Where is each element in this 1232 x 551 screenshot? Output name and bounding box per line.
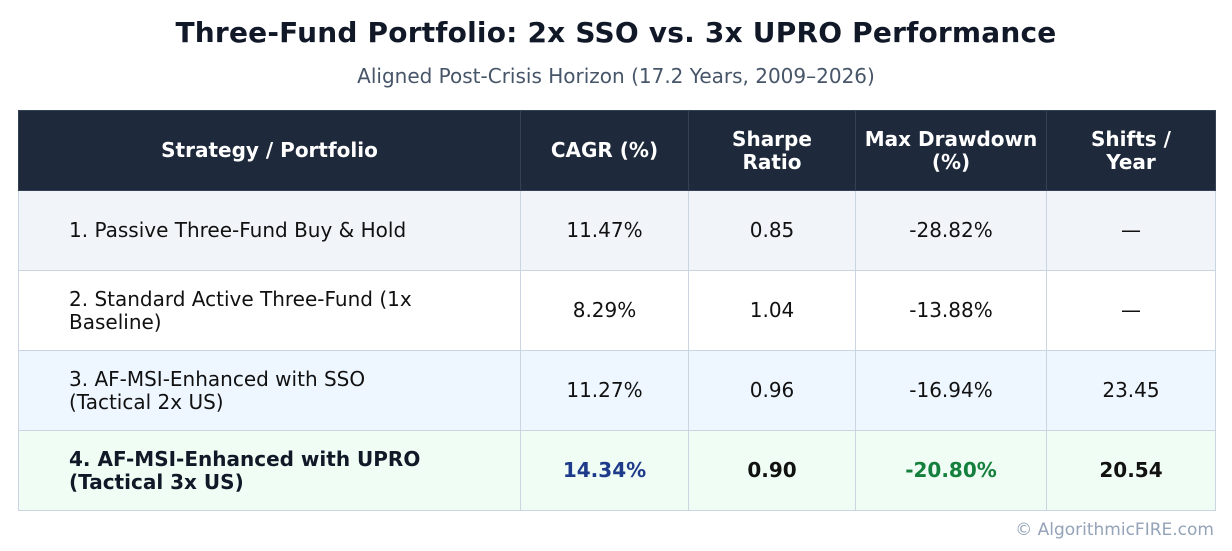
cagr-cell: 8.29%	[520, 270, 689, 351]
max-drawdown-cell: -28.82%	[855, 190, 1047, 271]
table-row: 3. AF-MSI-Enhanced with SSO (Tactical 2x …	[18, 350, 1216, 431]
max-drawdown-cell: -13.88%	[855, 270, 1047, 351]
table-row: 2. Standard Active Three-Fund (1x Baselin…	[18, 270, 1216, 351]
column-header-strategy: Strategy / Portfolio	[18, 110, 521, 191]
strategy-cell: 1. Passive Three-Fund Buy & Hold	[18, 190, 521, 271]
sharpe-cell: 0.85	[688, 190, 856, 271]
shifts-per-year-cell: —	[1046, 270, 1216, 351]
column-header-cagr: CAGR (%)	[520, 110, 689, 191]
cagr-cell: 14.34%	[520, 430, 689, 511]
strategy-cell: 2. Standard Active Three-Fund (1x Baselin…	[18, 270, 521, 351]
strategy-cell: 3. AF-MSI-Enhanced with SSO (Tactical 2x …	[18, 350, 521, 431]
max-drawdown-cell: -16.94%	[855, 350, 1047, 431]
sharpe-cell: 0.90	[688, 430, 856, 511]
column-header-shifts-per-year: Shifts / Year	[1046, 110, 1216, 191]
table-row: 1. Passive Three-Fund Buy & Hold 11.47% …	[18, 190, 1216, 271]
performance-table: Strategy / Portfolio CAGR (%) Sharpe Rati…	[18, 110, 1216, 511]
strategy-cell: 4. AF-MSI-Enhanced with UPRO (Tactical 3x…	[18, 430, 521, 511]
cagr-cell: 11.27%	[520, 350, 689, 431]
sharpe-cell: 0.96	[688, 350, 856, 431]
sharpe-cell: 1.04	[688, 270, 856, 351]
max-drawdown-cell: -20.80%	[855, 430, 1047, 511]
page-title: Three-Fund Portfolio: 2x SSO vs. 3x UPRO…	[175, 16, 1057, 49]
table-header-row: Strategy / Portfolio CAGR (%) Sharpe Rati…	[18, 110, 1216, 191]
shifts-per-year-cell: —	[1046, 190, 1216, 271]
table-row-highlighted: 4. AF-MSI-Enhanced with UPRO (Tactical 3x…	[18, 430, 1216, 511]
copyright-footer: © AlgorithmicFIRE.com	[1015, 520, 1214, 540]
shifts-per-year-cell: 20.54	[1046, 430, 1216, 511]
page-subtitle: Aligned Post-Crisis Horizon (17.2 Years,…	[357, 64, 875, 88]
column-header-max-drawdown: Max Drawdown (%)	[855, 110, 1047, 191]
shifts-per-year-cell: 23.45	[1046, 350, 1216, 431]
column-header-sharpe: Sharpe Ratio	[688, 110, 856, 191]
cagr-cell: 11.47%	[520, 190, 689, 271]
